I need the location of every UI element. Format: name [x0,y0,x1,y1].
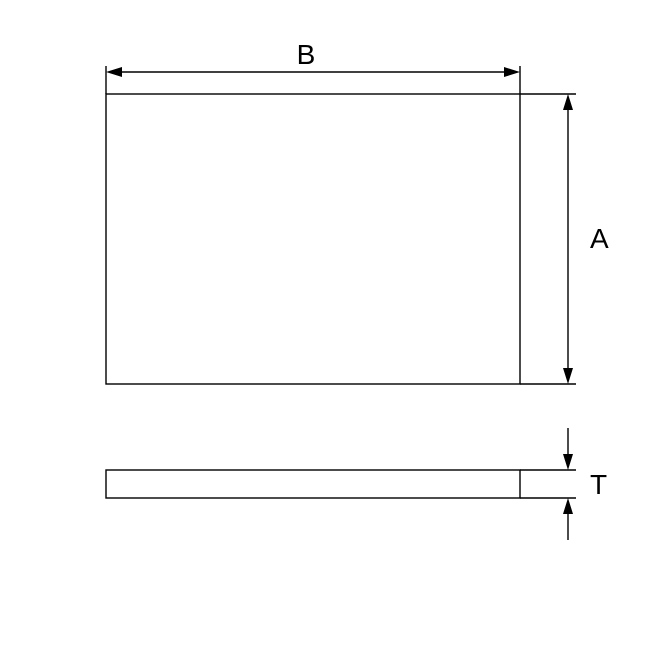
arrowhead-icon [563,454,573,470]
arrowhead-icon [504,67,520,77]
dimension-diagram: B A T [0,0,670,670]
arrowhead-icon [106,67,122,77]
top-plate-rect [106,94,520,384]
arrowhead-icon [563,94,573,110]
arrowhead-icon [563,498,573,514]
dim-label-a: A [590,223,609,254]
arrowhead-icon [563,368,573,384]
dim-label-t: T [590,469,607,500]
bottom-plate-rect [106,470,520,498]
dim-label-b: B [297,39,316,70]
